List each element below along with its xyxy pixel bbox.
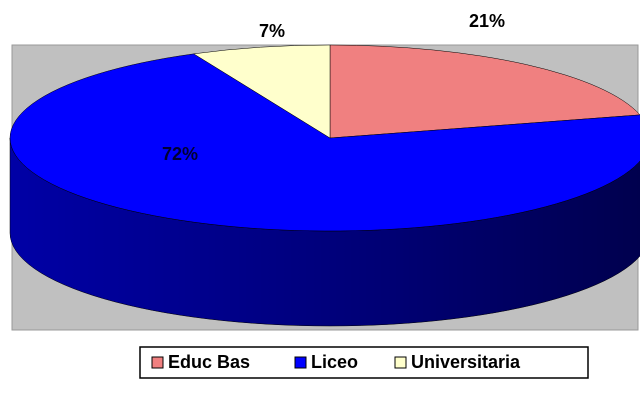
legend-label: Educ Bas bbox=[168, 352, 250, 372]
data-label: 72% bbox=[162, 144, 198, 164]
legend-swatch bbox=[294, 356, 307, 369]
legend bbox=[139, 346, 589, 379]
pie-slice bbox=[193, 44, 331, 139]
legend-label: Liceo bbox=[311, 352, 358, 372]
pie-slice bbox=[329, 44, 640, 139]
legend-label: Universitaria bbox=[411, 352, 521, 372]
pie-side-shade bbox=[10, 138, 640, 326]
data-label: 7% bbox=[259, 21, 285, 41]
pie-slice bbox=[9, 53, 640, 232]
legend-swatch bbox=[151, 356, 164, 369]
data-label: 21% bbox=[469, 11, 505, 31]
legend-swatch bbox=[394, 356, 407, 369]
